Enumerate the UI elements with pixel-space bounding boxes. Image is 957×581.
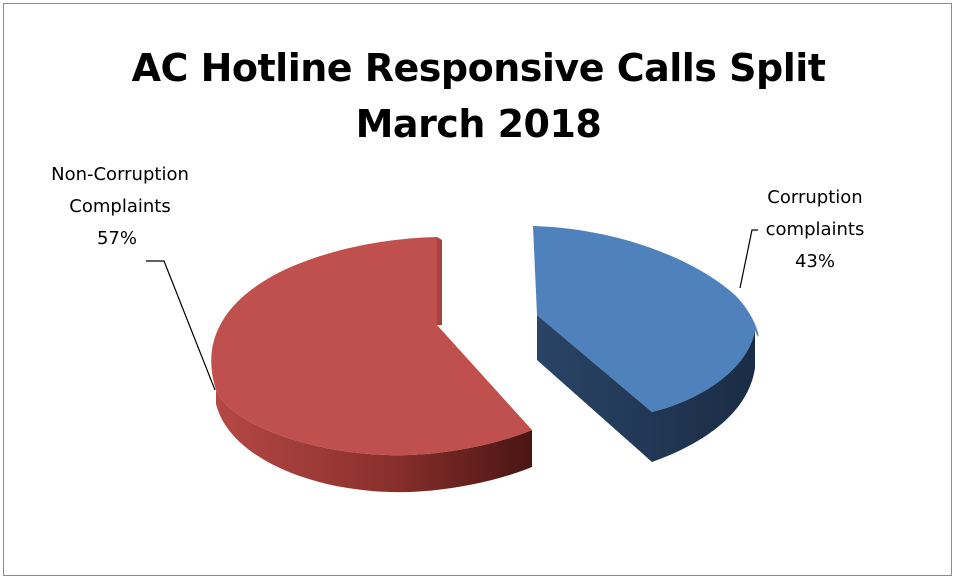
leader-line-corruption — [739, 229, 758, 289]
data-label-corruption: Corruption complaints 43% — [766, 187, 865, 272]
chart-title: AC Hotline Responsive Calls Split March … — [4, 40, 953, 152]
chart-title-line-2: March 2018 — [355, 102, 602, 146]
data-label-non-corruption-line-1: Non-Corruption — [51, 164, 189, 185]
pie-slice-corruption-top — [533, 226, 759, 412]
pie-slice-non-corruption-inner-edge — [437, 237, 442, 325]
data-label-non-corruption-line-2: Complaints — [69, 196, 170, 217]
pie-slice-non-corruption-side — [216, 390, 532, 493]
data-label-corruption-line-2: complaints — [766, 219, 865, 240]
data-label-non-corruption: Non-Corruption Complaints 57% — [51, 164, 189, 249]
pie-slice-corruption-side — [537, 315, 755, 462]
chart-title-line-1: AC Hotline Responsive Calls Split — [131, 46, 826, 90]
data-label-non-corruption-value: 57% — [97, 228, 137, 249]
pie-slice-corruption — [533, 226, 759, 462]
leader-line-non-corruption — [146, 260, 216, 391]
pie-slice-non-corruption — [211, 237, 532, 493]
data-label-corruption-value: 43% — [795, 251, 835, 272]
data-label-corruption-line-1: Corruption — [767, 187, 862, 208]
pie-slice-non-corruption-top — [211, 237, 532, 456]
